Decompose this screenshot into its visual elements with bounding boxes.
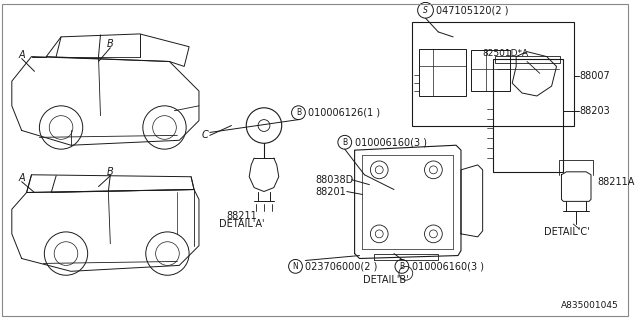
Text: C: C	[202, 130, 208, 140]
Bar	[412, 22, 574, 125]
Bar	[419, 49, 466, 96]
Text: B: B	[107, 39, 114, 49]
Text: A835001045: A835001045	[561, 301, 619, 310]
Bar	[471, 50, 510, 91]
Text: DETAIL'B': DETAIL'B'	[364, 275, 409, 285]
Text: B: B	[399, 262, 404, 271]
Text: 88201: 88201	[316, 187, 346, 196]
Text: B: B	[296, 108, 301, 117]
Text: A: A	[19, 50, 25, 60]
Text: DETAIL'C': DETAIL'C'	[543, 227, 589, 237]
Text: DETAIL'A': DETAIL'A'	[219, 219, 264, 229]
Text: S: S	[423, 6, 428, 15]
Text: 88211: 88211	[226, 211, 257, 221]
Text: B: B	[342, 138, 348, 147]
Text: B: B	[107, 167, 114, 177]
Text: A: A	[19, 173, 25, 183]
Text: 88203: 88203	[579, 106, 610, 116]
Text: 010006160(3 ): 010006160(3 )	[412, 261, 484, 271]
Text: 010006160(3 ): 010006160(3 )	[355, 137, 427, 147]
Text: 88007: 88007	[579, 71, 610, 81]
Text: 88038D: 88038D	[316, 175, 353, 185]
Text: 047105120(2 ): 047105120(2 )	[436, 5, 509, 15]
Bar	[495, 56, 561, 63]
Text: 023706000(2 ): 023706000(2 )	[305, 261, 378, 271]
Bar	[493, 59, 563, 172]
Text: 82501D*A: 82501D*A	[483, 49, 529, 58]
Text: 010006126(1 ): 010006126(1 )	[308, 108, 380, 118]
Text: 88211A: 88211A	[597, 177, 634, 187]
Text: N: N	[292, 262, 298, 271]
